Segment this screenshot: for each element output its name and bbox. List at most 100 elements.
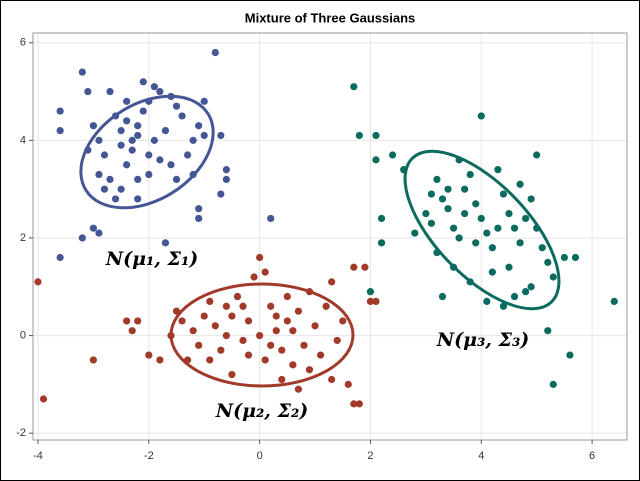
point <box>228 371 236 379</box>
point <box>488 244 496 252</box>
point <box>549 273 557 281</box>
point <box>167 161 175 169</box>
point <box>316 351 325 359</box>
point <box>516 180 524 188</box>
point <box>477 214 485 223</box>
point <box>438 195 447 203</box>
x-tick-label: -2 <box>144 450 154 462</box>
point <box>189 136 197 144</box>
point <box>211 48 219 57</box>
point <box>95 229 103 237</box>
point <box>200 97 208 105</box>
point <box>521 214 530 223</box>
y-tick-label: 2 <box>20 232 26 244</box>
x-tick-label: 4 <box>478 450 484 462</box>
x-tick-label: 0 <box>257 450 263 462</box>
point <box>372 131 380 140</box>
point <box>444 185 452 193</box>
point <box>172 102 181 110</box>
point <box>267 214 275 223</box>
point <box>261 356 269 364</box>
point <box>472 200 480 208</box>
point <box>499 302 508 310</box>
y-tick-label: -2 <box>16 427 26 439</box>
point <box>494 166 502 174</box>
point <box>328 375 336 384</box>
point <box>56 107 64 115</box>
point <box>256 253 264 262</box>
point <box>145 351 153 359</box>
point <box>239 336 247 345</box>
point <box>544 327 552 335</box>
points <box>34 48 618 408</box>
point <box>267 302 275 310</box>
point <box>233 292 242 301</box>
point <box>527 195 535 203</box>
point <box>134 175 142 184</box>
point <box>466 170 474 179</box>
x-tick-label: 2 <box>367 450 373 462</box>
point <box>267 341 275 349</box>
point <box>272 327 280 335</box>
point <box>355 400 363 408</box>
point <box>472 239 480 247</box>
point <box>444 205 452 213</box>
point <box>278 346 286 354</box>
point <box>128 146 136 154</box>
point <box>211 322 219 330</box>
point <box>183 151 192 159</box>
point <box>222 175 230 184</box>
point <box>560 253 568 262</box>
point <box>361 263 369 271</box>
point <box>433 175 441 184</box>
point <box>289 361 297 369</box>
point <box>134 122 142 130</box>
point <box>100 185 109 193</box>
point <box>106 175 114 184</box>
point <box>78 234 86 242</box>
point <box>217 131 225 140</box>
point <box>278 375 286 384</box>
point <box>195 214 203 223</box>
point <box>300 341 308 349</box>
point <box>239 302 247 310</box>
point <box>483 297 491 306</box>
point <box>566 351 574 359</box>
point <box>206 297 214 306</box>
point <box>178 112 186 120</box>
point <box>139 107 147 115</box>
point <box>150 136 158 144</box>
point <box>206 356 214 364</box>
point <box>422 209 430 218</box>
ellipse <box>169 282 355 388</box>
point <box>89 122 97 130</box>
point <box>256 331 264 340</box>
point <box>139 78 147 86</box>
point <box>123 97 131 105</box>
point <box>244 351 253 359</box>
point <box>222 331 230 340</box>
point <box>89 224 97 232</box>
point <box>161 239 170 247</box>
point <box>339 317 347 325</box>
point <box>56 253 64 262</box>
point <box>228 312 236 320</box>
point <box>449 224 458 232</box>
point <box>156 87 164 96</box>
point <box>438 292 447 301</box>
point <box>222 166 230 174</box>
y-tick-label: 4 <box>20 134 26 146</box>
point <box>488 268 496 276</box>
point <box>350 400 358 408</box>
annotation: N(μ₃, Σ₃) <box>436 329 530 351</box>
point <box>477 112 485 120</box>
point <box>333 336 341 345</box>
point <box>461 209 469 218</box>
point <box>549 380 557 388</box>
point <box>366 288 375 296</box>
point <box>217 190 225 198</box>
point <box>366 297 375 306</box>
point <box>200 312 208 320</box>
point <box>544 258 552 266</box>
point <box>427 190 436 198</box>
